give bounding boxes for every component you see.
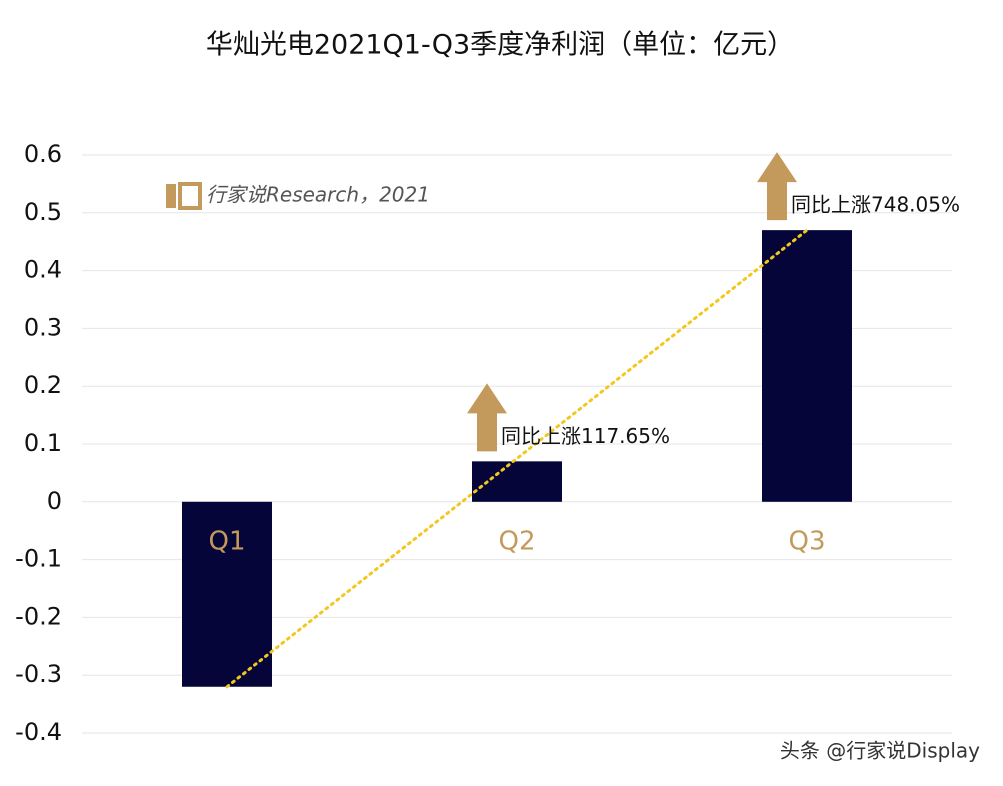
y-tick-label: -0.4: [15, 718, 62, 746]
watermark: 头条 @行家说Display: [780, 739, 980, 763]
annotation: 同比上涨117.65%: [501, 424, 670, 448]
trendline: [225, 228, 809, 689]
y-tick-label: 0.3: [24, 313, 62, 341]
y-tick-label: -0.2: [15, 602, 62, 630]
arrow: [757, 152, 797, 221]
y-tick-label: 0.2: [24, 371, 62, 399]
y-tick-label: -0.1: [15, 545, 62, 573]
bar: [762, 230, 852, 502]
bar: [182, 501, 272, 687]
y-tick-label: 0.1: [24, 429, 62, 457]
y-tick-label: 0.6: [24, 140, 62, 168]
x-tick-label: Q1: [208, 526, 245, 556]
arrow: [467, 383, 507, 452]
x-tick-label: Q3: [788, 526, 825, 556]
y-tick-label: 0.4: [24, 256, 62, 284]
chart-title: 华灿光电2021Q1-Q3季度净利润（单位：亿元）: [206, 30, 794, 61]
x-tick-label: Q2: [498, 526, 535, 556]
source-note: 行家说Research，2021: [206, 183, 430, 207]
source-logo: [166, 182, 202, 210]
y-tick-label: 0.5: [24, 198, 62, 226]
annotation: 同比上涨748.05%: [791, 193, 960, 217]
y-tick-label: 0: [47, 487, 62, 515]
y-tick-label: -0.3: [15, 660, 62, 688]
